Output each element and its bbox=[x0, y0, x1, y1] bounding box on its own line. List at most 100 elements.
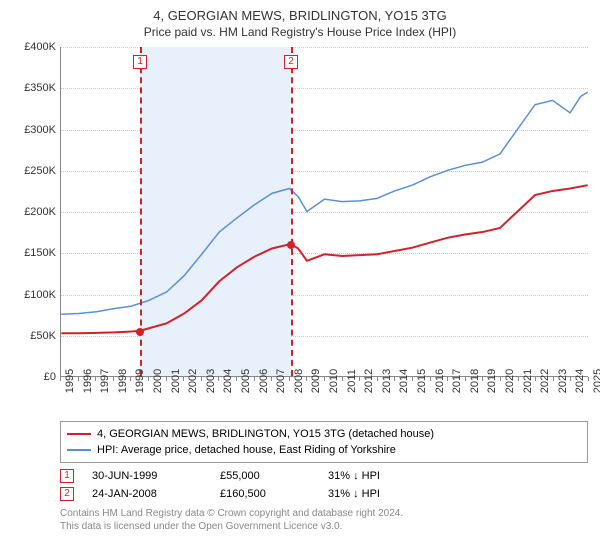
x-tick-mark bbox=[377, 377, 378, 381]
chart-title: 4, GEORGIAN MEWS, BRIDLINGTON, YO15 3TG bbox=[12, 8, 588, 23]
event-vline bbox=[291, 47, 293, 376]
x-tick-label: 2022 bbox=[539, 369, 551, 393]
x-tick-mark bbox=[588, 377, 589, 381]
x-tick-label: 2011 bbox=[346, 369, 358, 393]
x-tick-mark bbox=[394, 377, 395, 381]
x-tick-mark bbox=[148, 377, 149, 381]
footer-line: Contains HM Land Registry data © Crown c… bbox=[60, 507, 588, 520]
x-tick-mark bbox=[201, 377, 202, 381]
x-tick-label: 1996 bbox=[82, 369, 94, 393]
x-tick-mark bbox=[447, 377, 448, 381]
x-tick-label: 2009 bbox=[310, 369, 322, 393]
legend-item: 4, GEORGIAN MEWS, BRIDLINGTON, YO15 3TG … bbox=[67, 426, 581, 442]
x-tick-label: 2007 bbox=[275, 369, 287, 393]
data-point bbox=[287, 241, 295, 249]
footer: Contains HM Land Registry data © Crown c… bbox=[60, 507, 588, 533]
x-tick-label: 1995 bbox=[64, 369, 76, 393]
x-tick-mark bbox=[271, 377, 272, 381]
plot-area: 12 bbox=[60, 47, 588, 377]
x-tick-mark bbox=[236, 377, 237, 381]
chart-container: 4, GEORGIAN MEWS, BRIDLINGTON, YO15 3TG … bbox=[0, 0, 600, 560]
x-tick-mark bbox=[570, 377, 571, 381]
x-tick-label: 2023 bbox=[557, 369, 569, 393]
x-tick-label: 2025 bbox=[592, 369, 600, 393]
x-tick-label: 2008 bbox=[293, 369, 305, 393]
x-tick-label: 1997 bbox=[99, 369, 111, 393]
x-tick-label: 2018 bbox=[469, 369, 481, 393]
x-tick-label: 2010 bbox=[328, 369, 340, 393]
x-tick-mark bbox=[60, 377, 61, 381]
x-tick-label: 2021 bbox=[522, 369, 534, 393]
event-marker-box: 1 bbox=[133, 55, 147, 69]
x-tick-mark bbox=[518, 377, 519, 381]
x-tick-label: 2024 bbox=[574, 369, 586, 393]
x-tick-label: 2005 bbox=[240, 369, 252, 393]
y-tick-label: £50K bbox=[30, 330, 56, 342]
legend-label: HPI: Average price, detached house, East… bbox=[97, 442, 396, 458]
x-tick-mark bbox=[465, 377, 466, 381]
x-tick-mark bbox=[95, 377, 96, 381]
x-tick-label: 2013 bbox=[381, 369, 393, 393]
event-date: 24-JAN-2008 bbox=[92, 488, 202, 500]
x-tick-mark bbox=[130, 377, 131, 381]
x-tick-label: 2020 bbox=[504, 369, 516, 393]
x-tick-mark bbox=[342, 377, 343, 381]
x-tick-label: 2000 bbox=[152, 369, 164, 393]
legend-swatch bbox=[67, 433, 91, 435]
footer-line: This data is licensed under the Open Gov… bbox=[60, 520, 588, 533]
event-marker: 2 bbox=[60, 487, 74, 501]
x-axis: 1995199619971998199920002001200220032004… bbox=[60, 377, 588, 417]
x-tick-label: 2014 bbox=[398, 369, 410, 393]
chart-area: £0£50K£100K£150K£200K£250K£300K£350K£400… bbox=[12, 47, 588, 417]
x-tick-label: 2015 bbox=[416, 369, 428, 393]
data-point bbox=[136, 328, 144, 336]
y-tick-label: £400K bbox=[24, 41, 56, 53]
event-marker: 1 bbox=[60, 469, 74, 483]
event-date: 30-JUN-1999 bbox=[92, 470, 202, 482]
legend-swatch bbox=[67, 449, 91, 451]
legend-label: 4, GEORGIAN MEWS, BRIDLINGTON, YO15 3TG … bbox=[97, 426, 434, 442]
event-marker-box: 2 bbox=[284, 55, 298, 69]
x-tick-mark bbox=[412, 377, 413, 381]
y-tick-label: £250K bbox=[24, 165, 56, 177]
x-tick-mark bbox=[535, 377, 536, 381]
event-pct: 31% ↓ HPI bbox=[328, 470, 428, 482]
y-tick-label: £350K bbox=[24, 82, 56, 94]
x-tick-label: 1999 bbox=[134, 369, 146, 393]
x-tick-label: 2003 bbox=[205, 369, 217, 393]
x-tick-mark bbox=[359, 377, 360, 381]
x-tick-label: 2019 bbox=[486, 369, 498, 393]
x-tick-mark bbox=[113, 377, 114, 381]
x-tick-label: 2001 bbox=[170, 369, 182, 393]
chart-subtitle: Price paid vs. HM Land Registry's House … bbox=[12, 25, 588, 39]
y-axis: £0£50K£100K£150K£200K£250K£300K£350K£400… bbox=[12, 47, 60, 377]
x-tick-label: 1998 bbox=[117, 369, 129, 393]
x-tick-mark bbox=[166, 377, 167, 381]
x-tick-label: 2012 bbox=[363, 369, 375, 393]
x-tick-label: 2016 bbox=[434, 369, 446, 393]
event-table: 130-JUN-1999£55,00031% ↓ HPI224-JAN-2008… bbox=[60, 469, 588, 501]
x-tick-mark bbox=[500, 377, 501, 381]
x-tick-mark bbox=[289, 377, 290, 381]
x-tick-label: 2006 bbox=[258, 369, 270, 393]
x-tick-mark bbox=[254, 377, 255, 381]
legend: 4, GEORGIAN MEWS, BRIDLINGTON, YO15 3TG … bbox=[60, 421, 588, 463]
x-tick-mark bbox=[430, 377, 431, 381]
x-tick-mark bbox=[306, 377, 307, 381]
x-tick-mark bbox=[324, 377, 325, 381]
y-tick-label: £300K bbox=[24, 124, 56, 136]
x-tick-mark bbox=[218, 377, 219, 381]
x-tick-mark bbox=[183, 377, 184, 381]
y-tick-label: £200K bbox=[24, 206, 56, 218]
x-tick-mark bbox=[78, 377, 79, 381]
legend-item: HPI: Average price, detached house, East… bbox=[67, 442, 581, 458]
event-price: £160,500 bbox=[220, 488, 310, 500]
event-row: 130-JUN-1999£55,00031% ↓ HPI bbox=[60, 469, 588, 483]
x-tick-mark bbox=[553, 377, 554, 381]
x-tick-label: 2017 bbox=[451, 369, 463, 393]
x-tick-label: 2002 bbox=[187, 369, 199, 393]
x-tick-mark bbox=[482, 377, 483, 381]
event-row: 2 24-JAN-2008 £160,500 31% ↓ HPI bbox=[60, 487, 588, 501]
event-pct: 31% ↓ HPI bbox=[328, 488, 428, 500]
y-tick-label: £100K bbox=[24, 289, 56, 301]
